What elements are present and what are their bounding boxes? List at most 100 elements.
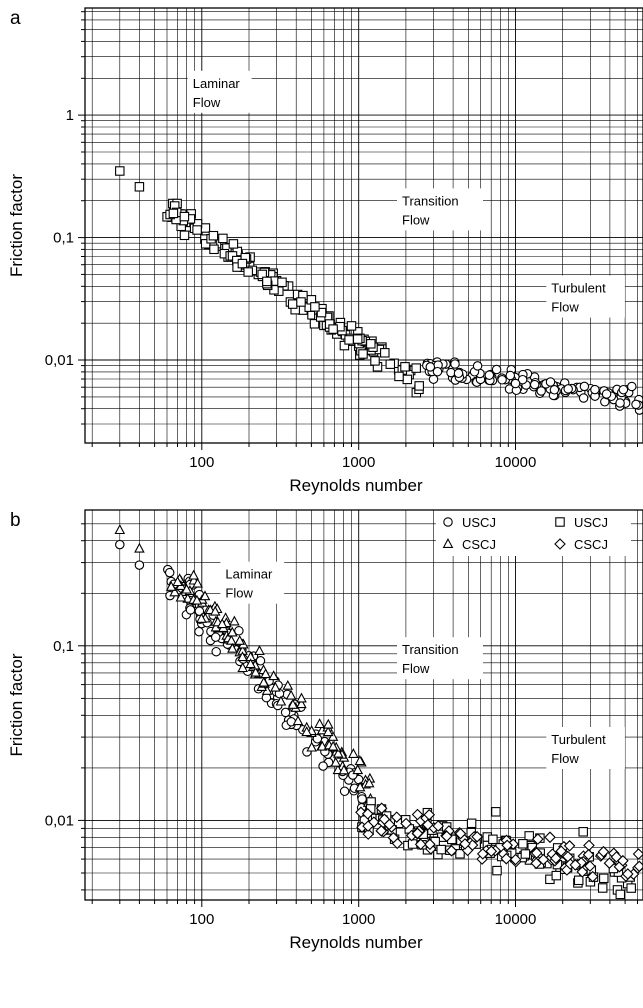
region-label-background	[397, 637, 483, 680]
data-point-square	[310, 302, 320, 312]
data-point-triangle	[245, 658, 256, 669]
data-point-triangle	[327, 731, 339, 741]
data-point-square	[209, 244, 219, 255]
data-point-circle	[185, 605, 196, 615]
data-point-square	[228, 239, 239, 249]
y-tick-label: 0,01	[45, 812, 74, 829]
data-point-circle	[432, 366, 443, 377]
data-point-square	[370, 356, 380, 366]
data-point-circle	[491, 364, 502, 375]
data-point-triangle	[306, 741, 318, 752]
data-point-circle	[211, 646, 221, 657]
data-point-square	[394, 371, 404, 382]
panel-letter: b	[10, 510, 21, 531]
data-point-diamond	[501, 839, 513, 852]
region-label-line: Flow	[193, 95, 221, 110]
data-point-square	[358, 349, 368, 359]
data-point-square	[179, 211, 190, 222]
data-point-square	[168, 208, 179, 219]
panel-letter: a	[10, 8, 21, 29]
data-point-circle	[234, 626, 244, 636]
data-point-square	[402, 374, 413, 385]
legend-background	[436, 510, 631, 556]
x-axis-title: Reynolds number	[289, 933, 423, 952]
data-point-square	[455, 849, 465, 859]
y-tick-label: 1	[66, 107, 74, 124]
plot-frame	[84, 7, 643, 444]
data-point-triangle	[227, 642, 238, 653]
region-label-line: Flow	[551, 751, 579, 766]
data-point-triangle	[363, 777, 375, 788]
data-point-triangle	[268, 670, 279, 681]
data-point-diamond	[544, 831, 556, 844]
data-point-square	[488, 834, 498, 845]
data-point-triangle	[348, 748, 359, 758]
data-point-circle	[453, 368, 464, 379]
data-point-square	[344, 335, 354, 345]
data-point-square	[466, 818, 477, 829]
region-label-line: Transition	[402, 193, 459, 208]
data-point-triangle	[287, 698, 299, 709]
legend-marker-circle	[443, 517, 453, 527]
data-point-diamond	[387, 831, 400, 844]
data-point-triangle	[275, 695, 287, 706]
data-point-diamond	[423, 808, 436, 821]
data-point-triangle	[354, 755, 366, 766]
data-point-triangle	[301, 726, 313, 737]
legend-label: CSCJ	[574, 537, 608, 552]
plot-frame	[84, 509, 643, 901]
panel-b-chart: 100 1000 10000 0,1 0,01 Reynolds number Fricti…	[7, 509, 643, 952]
data-point-square	[615, 889, 626, 900]
data-point-circle	[134, 560, 145, 570]
data-point-triangle	[199, 590, 211, 601]
data-point-diamond	[414, 838, 427, 851]
data-point-square	[518, 839, 528, 849]
data-point-diamond	[582, 848, 595, 861]
x-tick-label: 1000	[342, 911, 375, 928]
data-point-triangle	[192, 577, 203, 588]
data-point-triangle	[196, 612, 207, 623]
data-point-square	[597, 883, 608, 893]
region-label-background	[397, 188, 483, 231]
data-point-diamond	[459, 838, 471, 850]
data-point-square	[520, 849, 531, 859]
data-point-diamond	[421, 818, 434, 831]
data-point-diamond	[424, 838, 436, 851]
data-point-triangle	[209, 605, 221, 616]
data-point-circle	[590, 384, 600, 395]
data-point-triangle	[327, 740, 339, 751]
data-point-triangle	[260, 668, 271, 679]
data-point-diamond	[509, 853, 522, 866]
data-point-square	[492, 865, 502, 876]
data-point-triangle	[270, 681, 281, 692]
data-point-triangle	[225, 634, 237, 645]
data-point-diamond	[621, 868, 634, 880]
data-point-diamond	[576, 866, 589, 878]
region-label-line: Laminar	[225, 567, 273, 582]
data-point-circle	[484, 370, 495, 380]
data-point-diamond	[500, 852, 513, 865]
data-point-diamond	[400, 817, 412, 830]
data-point-square	[380, 348, 390, 358]
data-point-square	[524, 831, 534, 841]
data-point-diamond	[603, 857, 616, 869]
data-point-square	[200, 239, 211, 249]
data-point-triangle	[114, 524, 126, 535]
data-point-diamond	[375, 802, 388, 815]
data-point-diamond	[411, 827, 424, 840]
data-point-triangle	[285, 689, 297, 700]
x-tick-label: 10000	[495, 911, 537, 928]
data-point-circle	[318, 761, 328, 771]
data-point-triangle	[282, 679, 294, 690]
data-point-triangle	[258, 676, 270, 687]
data-point-square	[491, 807, 501, 817]
data-markers	[114, 524, 643, 900]
data-point-triangle	[181, 583, 192, 594]
data-point-circle	[601, 389, 612, 399]
data-point-diamond	[362, 820, 374, 832]
data-point-diamond	[563, 840, 576, 852]
region-label-line: Turbulent	[551, 732, 606, 747]
data-point-square	[262, 276, 272, 287]
data-point-square	[208, 230, 219, 241]
data-point-square	[328, 324, 338, 334]
